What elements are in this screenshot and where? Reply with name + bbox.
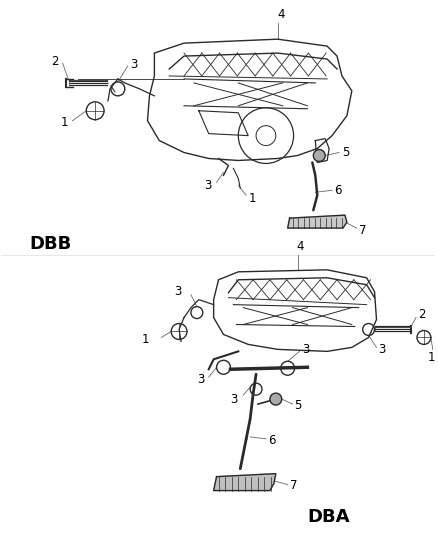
Text: 1: 1	[60, 116, 68, 129]
Text: 2: 2	[418, 308, 425, 321]
Text: 3: 3	[230, 393, 238, 406]
Text: DBB: DBB	[29, 235, 71, 253]
Text: 3: 3	[204, 179, 211, 192]
Text: 4: 4	[277, 9, 285, 21]
Circle shape	[313, 150, 325, 161]
Text: 5: 5	[295, 399, 302, 411]
Text: 1: 1	[428, 351, 435, 364]
Polygon shape	[214, 474, 276, 490]
Text: 4: 4	[297, 240, 304, 253]
Text: 6: 6	[334, 184, 342, 197]
Text: 3: 3	[303, 343, 310, 356]
Text: 7: 7	[359, 223, 366, 237]
Text: 1: 1	[142, 333, 149, 346]
Text: 7: 7	[290, 479, 297, 492]
Text: 3: 3	[130, 58, 137, 70]
Text: 3: 3	[174, 285, 181, 298]
Polygon shape	[288, 215, 347, 228]
Text: 2: 2	[51, 54, 59, 68]
Text: 1: 1	[248, 192, 256, 205]
Text: DBA: DBA	[307, 508, 350, 527]
Circle shape	[270, 393, 282, 405]
Text: 5: 5	[342, 146, 350, 159]
Text: 6: 6	[268, 434, 276, 447]
Text: 3: 3	[197, 373, 204, 386]
Text: 3: 3	[378, 343, 386, 356]
